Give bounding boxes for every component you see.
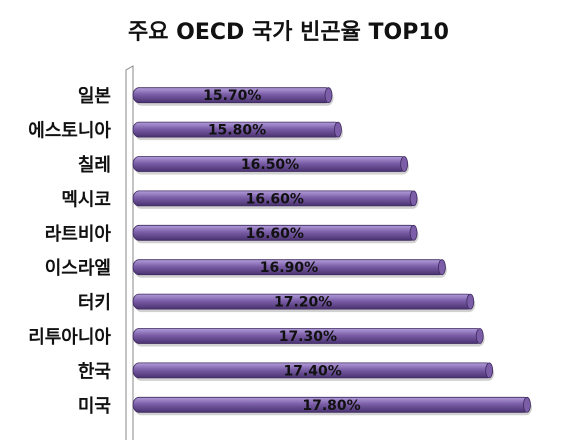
bar-group: [132, 362, 495, 381]
bar-end-cap: [466, 293, 475, 310]
axis-frame: [125, 65, 134, 440]
value-label: 16.60%: [246, 226, 304, 242]
value-label: 17.30%: [279, 329, 337, 345]
bar-end-cap: [400, 156, 409, 172]
chart-title: 주요 OECD 국가 빈곤율 TOP10: [128, 20, 449, 45]
bar-group: [132, 224, 419, 244]
bar-group: [132, 396, 532, 416]
bar-end-cap: [409, 224, 418, 241]
bar-end-cap: [438, 259, 446, 276]
bar-group: [132, 156, 410, 175]
category-label: 칠레: [78, 155, 111, 176]
bar-end-cap: [485, 362, 494, 379]
category-label: 터키: [78, 293, 111, 314]
bar-group: [132, 328, 485, 347]
value-label: 16.90%: [260, 260, 318, 276]
value-label: 16.50%: [241, 157, 299, 173]
bar-group: [132, 293, 476, 313]
category-label: 한국: [78, 361, 111, 382]
bar-group: [132, 121, 343, 141]
value-label: 17.20%: [274, 295, 332, 311]
value-label: 17.80%: [302, 398, 360, 414]
category-label: 멕시코: [61, 189, 111, 210]
category-label: 라트비아: [45, 224, 112, 245]
bar-end-cap: [523, 396, 531, 413]
bar-end-cap: [324, 87, 333, 104]
category-label: 미국: [78, 396, 111, 417]
bar-group: [132, 190, 419, 209]
bar-group: [132, 259, 447, 278]
category-label: 리투아니아: [28, 327, 111, 348]
value-label: 17.40%: [283, 363, 341, 379]
bar-group: [132, 87, 334, 106]
category-label: 이스라엘: [45, 258, 111, 279]
value-label: 15.80%: [208, 123, 266, 139]
bar-end-cap: [334, 121, 342, 138]
value-label: 15.70%: [203, 88, 261, 104]
category-label: 에스토니아: [28, 121, 111, 142]
category-label: 일본: [78, 86, 111, 107]
bar-end-cap: [475, 328, 484, 344]
bar-end-cap: [409, 190, 418, 207]
value-label: 16.60%: [246, 191, 304, 207]
